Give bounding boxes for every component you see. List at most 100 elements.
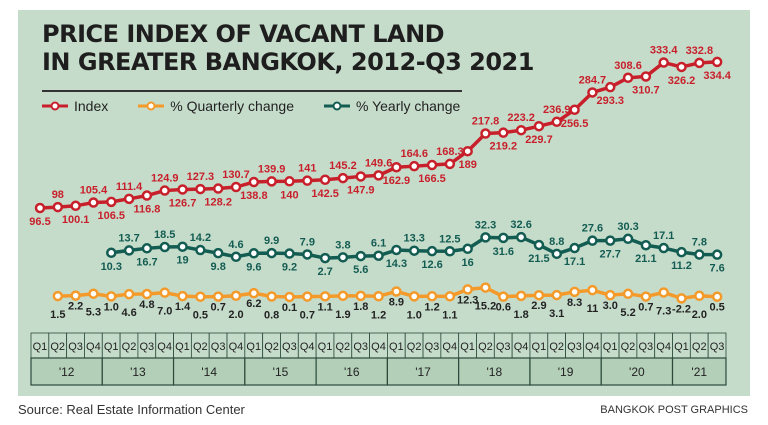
data-point xyxy=(373,291,384,302)
data-label: 126.7 xyxy=(169,197,197,209)
year-label: '14 xyxy=(201,365,217,379)
data-point xyxy=(426,245,438,257)
data-point xyxy=(248,248,260,259)
quarter-label: Q2 xyxy=(621,341,636,353)
year-label: '17 xyxy=(415,365,431,379)
data-point xyxy=(195,183,206,195)
data-label: 6.2 xyxy=(246,298,261,310)
quarter-label: Q4 xyxy=(585,341,600,353)
data-point xyxy=(195,291,206,302)
data-label: 162.9 xyxy=(383,175,411,187)
data-label: 7.0 xyxy=(157,306,172,318)
data-label: 223.2 xyxy=(507,112,535,124)
data-label: 17.1 xyxy=(653,230,674,242)
data-point xyxy=(141,243,153,254)
data-label: 1.0 xyxy=(104,301,119,313)
data-label: 16.7 xyxy=(136,256,157,268)
legend-marker-icon xyxy=(138,101,165,111)
data-point xyxy=(694,249,705,260)
data-point xyxy=(408,291,420,302)
data-point xyxy=(177,290,188,302)
data-point xyxy=(569,242,580,254)
data-point xyxy=(391,244,402,256)
data-point xyxy=(266,176,277,187)
data-label: 11.2 xyxy=(671,260,692,272)
data-label: 116.8 xyxy=(133,204,160,216)
data-point xyxy=(444,158,456,170)
data-point xyxy=(212,183,224,194)
data-point xyxy=(284,248,295,259)
quarter-label: Q2 xyxy=(193,341,208,353)
data-point xyxy=(515,231,527,243)
data-point xyxy=(106,291,117,302)
data-label: 4.6 xyxy=(121,307,136,319)
data-point xyxy=(426,291,438,302)
data-point xyxy=(195,244,206,256)
data-label: 14.3 xyxy=(386,258,407,270)
data-point xyxy=(355,171,367,182)
data-point xyxy=(551,116,563,128)
data-point xyxy=(266,247,277,259)
data-label: 11 xyxy=(587,303,599,315)
data-label: 217.8 xyxy=(472,116,500,128)
data-point xyxy=(498,232,509,244)
data-point xyxy=(658,57,669,68)
data-point xyxy=(248,287,260,299)
data-label: 12.6 xyxy=(421,259,442,271)
data-point xyxy=(302,249,313,260)
data-label: 13.3 xyxy=(404,233,425,245)
data-label: 8.8 xyxy=(549,236,564,248)
data-label: 4.8 xyxy=(139,299,154,311)
year-label: '13 xyxy=(130,365,146,379)
data-label: 130.7 xyxy=(222,169,250,181)
data-label: 236.9 xyxy=(543,104,571,116)
chart-title: PRICE INDEX OF VACANT LAND IN GREATER BA… xyxy=(42,20,534,76)
data-label: 139.9 xyxy=(258,163,286,175)
data-label: 333.4 xyxy=(650,45,678,57)
data-point xyxy=(480,282,491,293)
data-label: 168.3 xyxy=(436,146,464,158)
data-point xyxy=(551,289,563,301)
quarter-label: Q3 xyxy=(425,341,440,353)
data-point xyxy=(515,290,527,302)
data-point xyxy=(159,241,170,253)
data-point xyxy=(480,232,491,243)
quarter-label: Q4 xyxy=(86,341,101,353)
legend-label: % Quarterly change xyxy=(170,98,294,114)
data-label: 16 xyxy=(462,257,474,269)
quarter-label: Q2 xyxy=(692,341,707,353)
data-point xyxy=(34,202,46,214)
data-label: 2.9 xyxy=(531,300,546,312)
quarter-label: Q3 xyxy=(68,341,83,353)
quarter-label: Q2 xyxy=(336,341,351,353)
legend-label: Index xyxy=(74,98,109,114)
data-label: 1.8 xyxy=(353,301,368,313)
data-point xyxy=(694,290,705,302)
data-point xyxy=(426,159,438,171)
data-label: 9.8 xyxy=(211,261,226,273)
data-point xyxy=(462,243,473,255)
data-point xyxy=(106,247,117,259)
data-label: 3.8 xyxy=(335,239,350,251)
data-label: 32.6 xyxy=(510,219,531,231)
data-point xyxy=(70,290,81,301)
year-cell xyxy=(529,357,602,386)
data-point xyxy=(408,160,420,172)
title-divider xyxy=(42,90,462,92)
data-label: 142.5 xyxy=(311,188,339,200)
data-point xyxy=(480,128,491,139)
data-label: 334.4 xyxy=(703,70,731,82)
quarter-label: Q1 xyxy=(246,341,261,353)
data-label: 127.3 xyxy=(187,171,215,183)
data-label: 32.3 xyxy=(475,219,496,231)
data-label: 166.5 xyxy=(418,173,446,185)
data-point xyxy=(319,174,331,186)
data-point xyxy=(391,286,402,297)
quarter-label: Q4 xyxy=(229,341,244,353)
data-point xyxy=(622,72,634,84)
data-point xyxy=(569,286,580,298)
year-label: '18 xyxy=(486,365,502,379)
data-point xyxy=(676,61,687,73)
data-label: 0.8 xyxy=(264,310,279,322)
data-point xyxy=(177,241,188,252)
